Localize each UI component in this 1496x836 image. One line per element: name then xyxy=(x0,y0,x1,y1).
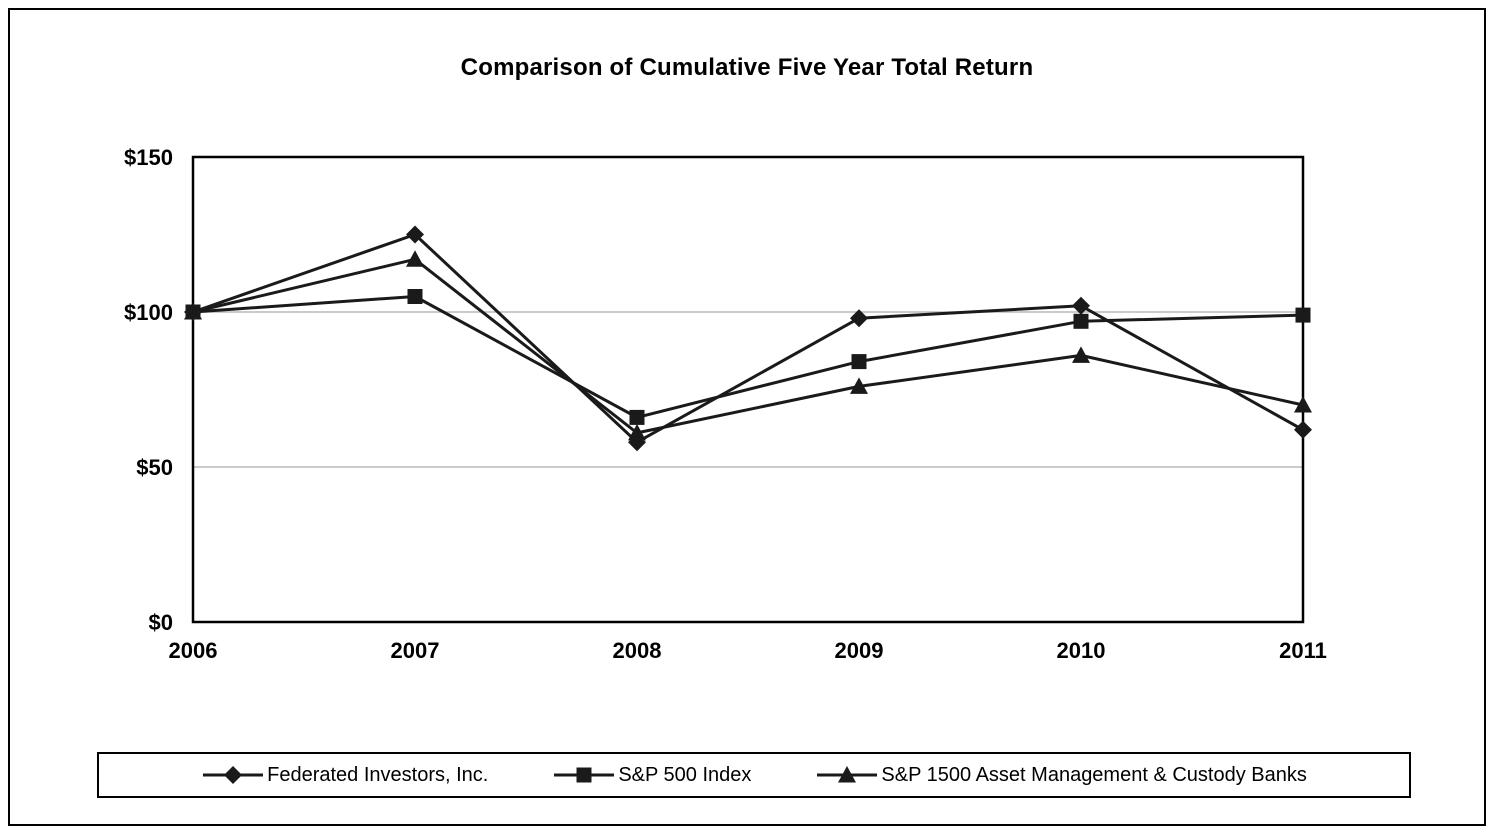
legend-item: S&P 1500 Asset Management & Custody Bank… xyxy=(815,763,1307,787)
chart-title: Comparison of Cumulative Five Year Total… xyxy=(460,54,1034,81)
svg-text:$50: $50 xyxy=(136,455,173,480)
svg-text:2008: 2008 xyxy=(613,638,662,663)
legend-label: Federated Investors, Inc. xyxy=(267,763,489,786)
svg-text:$0: $0 xyxy=(149,610,173,635)
svg-text:$100: $100 xyxy=(124,300,173,325)
svg-text:$150: $150 xyxy=(124,145,173,170)
svg-text:2007: 2007 xyxy=(391,638,440,663)
legend-marker-square-icon xyxy=(554,767,615,783)
svg-text:2011: 2011 xyxy=(1279,638,1327,663)
legend-marker-triangle-icon xyxy=(817,766,878,783)
line-chart-plot: $0 $50 $100 $150 2006 2007 2008 2009 2010 2011 xyxy=(124,145,1327,663)
chart-legend: Federated Investors, Inc. S&P 500 Index S&… xyxy=(97,752,1411,798)
legend-label: S&P 1500 Asset Management & Custody Bank… xyxy=(881,763,1307,786)
legend-label: S&P 500 Index xyxy=(618,763,752,786)
legend-item: Federated Investors, Inc. xyxy=(201,764,488,787)
chart-frame: Comparison of Cumulative Five Year Total… xyxy=(8,8,1486,826)
svg-text:2009: 2009 xyxy=(835,638,884,663)
svg-text:2010: 2010 xyxy=(1057,638,1106,663)
legend-item: S&P 500 Index xyxy=(552,764,751,787)
svg-text:2006: 2006 xyxy=(169,638,218,663)
legend-marker-diamond-icon xyxy=(203,766,264,784)
